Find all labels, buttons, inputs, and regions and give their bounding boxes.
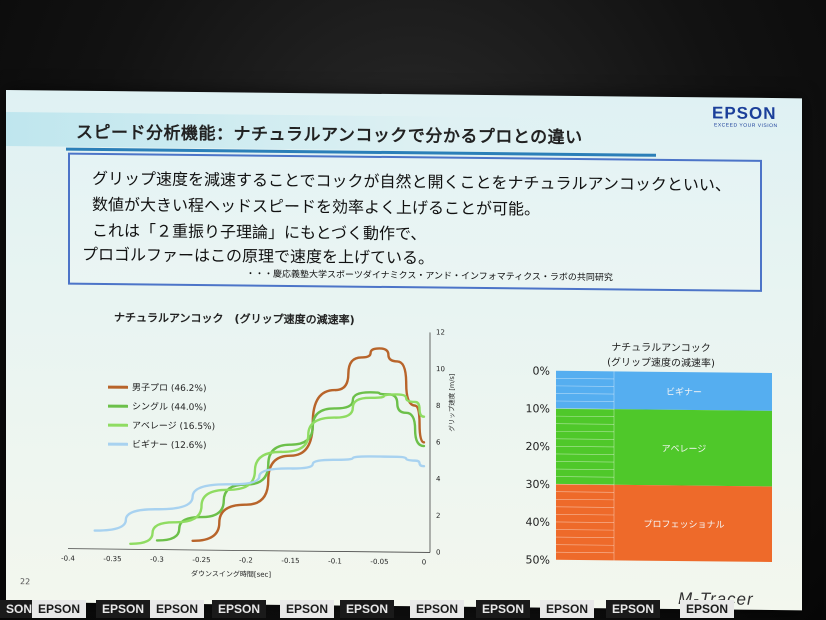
band-gridline bbox=[556, 551, 614, 554]
band-tick-label: 20% bbox=[526, 440, 550, 453]
band-gridline bbox=[556, 400, 614, 402]
banner-logo: EPSON bbox=[280, 600, 335, 618]
x-tick-label: -0.15 bbox=[281, 557, 299, 565]
x-axis-line bbox=[68, 548, 430, 553]
band-gridline bbox=[556, 438, 614, 440]
banner-logo: EPSON bbox=[96, 600, 151, 618]
band-gridline bbox=[556, 415, 614, 418]
bottom-banner: SON EPSON EPSON EPSON EPSON EPSON EPSON EPSON EP… bbox=[0, 598, 826, 620]
bar-chart-title: ナチュラルアンコック (グリップ速度の減速率) bbox=[607, 342, 715, 370]
band-label-1: アベレージ bbox=[662, 444, 707, 454]
band-gridline bbox=[556, 378, 614, 380]
x-tick-label: -0.3 bbox=[150, 556, 164, 564]
band-gridline bbox=[556, 461, 614, 463]
x-axis-label: ダウンスイング時間[sec] bbox=[191, 569, 271, 579]
banner-logo: EPSON bbox=[606, 600, 661, 618]
y-tick-label: 10 bbox=[436, 365, 445, 373]
band-tick-label: 40% bbox=[526, 516, 550, 529]
line-chart: -0.4 -0.35 -0.3 -0.25 -0.2 -0.15 -0.1 -0.05 0 0 2 4… bbox=[61, 329, 772, 579]
band-gridline bbox=[556, 491, 614, 493]
band-gridline bbox=[556, 408, 614, 410]
band-gridline bbox=[556, 506, 614, 508]
x-tick-label: -0.35 bbox=[103, 555, 121, 563]
line-series-3 bbox=[93, 455, 426, 532]
legend-label-3: ビギナー (12.6%) bbox=[132, 439, 206, 451]
band-tick-label: 0% bbox=[533, 365, 550, 378]
y-tick-label: 4 bbox=[436, 475, 441, 483]
x-tick-label: -0.4 bbox=[61, 555, 75, 563]
band-tick-label: 10% bbox=[526, 402, 550, 415]
band-gridline bbox=[556, 385, 614, 387]
band-tick-label: 30% bbox=[526, 478, 550, 491]
band-tick-label: 50% bbox=[526, 553, 550, 566]
legend-label-1: シングル (44.0%) bbox=[132, 400, 206, 413]
banner-logo: EPSON bbox=[680, 600, 735, 618]
banner-logo: SON bbox=[0, 600, 39, 618]
band-gridline bbox=[556, 393, 614, 395]
band-gridline bbox=[556, 498, 614, 501]
x-tick-label: -0.2 bbox=[239, 556, 253, 564]
y-axis-label: グリップ速度 [m/s] bbox=[447, 374, 456, 432]
band-0 bbox=[556, 370, 772, 411]
band-label-2: プロフェッショナル bbox=[643, 519, 724, 531]
x-tick-label: -0.05 bbox=[370, 558, 388, 566]
banner-logo: EPSON bbox=[540, 600, 595, 618]
band-gridline bbox=[556, 521, 614, 523]
band-gridline bbox=[556, 529, 614, 531]
y-tick-label: 6 bbox=[436, 439, 441, 447]
legend-label-2: アベレージ (16.5%) bbox=[132, 421, 215, 432]
line-series-0 bbox=[191, 347, 426, 542]
banner-logo: EPSON bbox=[150, 600, 205, 618]
band-gridline bbox=[556, 476, 614, 478]
band-gridline bbox=[556, 423, 614, 425]
band-gridline bbox=[556, 453, 614, 455]
page-number: 22 bbox=[20, 577, 31, 587]
band-gridline bbox=[556, 446, 614, 448]
line-series-1 bbox=[155, 391, 426, 542]
presentation-slide: スピード分析機能：ナチュラルアンコックで分かるプロとの違い EPSON EXCE… bbox=[6, 90, 802, 611]
band-gridline bbox=[556, 483, 614, 486]
band-gridline bbox=[556, 514, 614, 516]
x-tick-label: 0 bbox=[422, 558, 426, 566]
banner-logo: EPSON bbox=[410, 600, 465, 618]
band-gridline bbox=[556, 468, 614, 470]
banner-logo: EPSON bbox=[476, 600, 531, 618]
y-tick-label: 8 bbox=[436, 402, 440, 410]
banner-logo: EPSON bbox=[212, 600, 267, 618]
band-1 bbox=[556, 408, 772, 487]
banner-logo: EPSON bbox=[340, 600, 395, 618]
x-tick-label: -0.25 bbox=[192, 556, 210, 564]
band-gridline bbox=[556, 430, 614, 433]
band-gridline bbox=[556, 536, 614, 538]
banner-logo: EPSON bbox=[32, 600, 87, 618]
x-tick-label: -0.1 bbox=[328, 557, 342, 565]
y-tick-label: 2 bbox=[436, 512, 440, 520]
band-label-0: ビギナー bbox=[666, 387, 702, 398]
line-series-2 bbox=[129, 393, 426, 546]
y-tick-label: 0 bbox=[436, 549, 440, 557]
band-gridline bbox=[556, 544, 614, 546]
y-tick-label: 12 bbox=[436, 329, 445, 337]
band-2 bbox=[556, 484, 772, 563]
legend-label-0: 男子プロ (46.2%) bbox=[132, 382, 206, 394]
